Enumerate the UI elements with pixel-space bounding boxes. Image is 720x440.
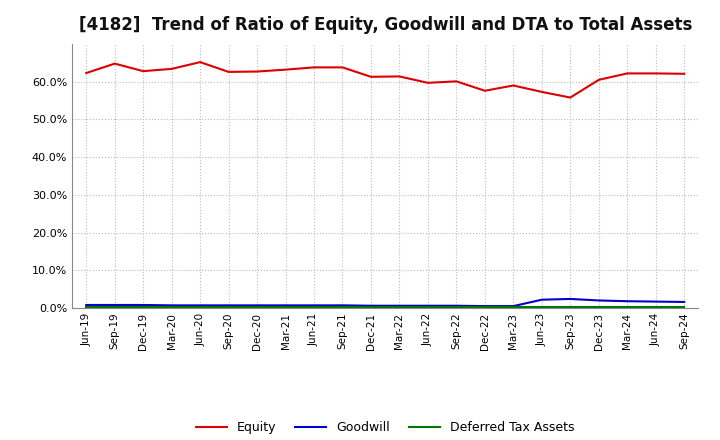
Deferred Tax Assets — [423, 304, 432, 309]
Goodwill — [282, 303, 290, 308]
Deferred Tax Assets — [139, 304, 148, 309]
Legend: Equity, Goodwill, Deferred Tax Assets: Equity, Goodwill, Deferred Tax Assets — [191, 416, 580, 439]
Equity — [282, 67, 290, 72]
Line: Equity: Equity — [86, 62, 684, 98]
Deferred Tax Assets — [196, 304, 204, 309]
Goodwill — [423, 303, 432, 308]
Equity — [366, 74, 375, 80]
Equity — [310, 65, 318, 70]
Equity — [623, 71, 631, 76]
Title: [4182]  Trend of Ratio of Equity, Goodwill and DTA to Total Assets: [4182] Trend of Ratio of Equity, Goodwil… — [78, 16, 692, 34]
Equity — [452, 79, 461, 84]
Goodwill — [167, 303, 176, 308]
Goodwill — [566, 296, 575, 301]
Goodwill — [395, 303, 404, 308]
Goodwill — [310, 303, 318, 308]
Goodwill — [452, 303, 461, 308]
Goodwill — [82, 302, 91, 308]
Deferred Tax Assets — [82, 304, 91, 309]
Equity — [652, 71, 660, 76]
Goodwill — [225, 303, 233, 308]
Deferred Tax Assets — [253, 304, 261, 309]
Equity — [595, 77, 603, 82]
Equity — [395, 74, 404, 79]
Equity — [110, 61, 119, 66]
Equity — [139, 69, 148, 74]
Equity — [480, 88, 489, 93]
Goodwill — [338, 303, 347, 308]
Equity — [537, 89, 546, 95]
Deferred Tax Assets — [480, 304, 489, 309]
Deferred Tax Assets — [110, 304, 119, 309]
Goodwill — [509, 304, 518, 309]
Deferred Tax Assets — [366, 304, 375, 309]
Deferred Tax Assets — [310, 304, 318, 309]
Deferred Tax Assets — [623, 304, 631, 309]
Deferred Tax Assets — [338, 304, 347, 309]
Deferred Tax Assets — [225, 304, 233, 309]
Equity — [82, 70, 91, 76]
Line: Goodwill: Goodwill — [86, 299, 684, 306]
Deferred Tax Assets — [595, 304, 603, 309]
Deferred Tax Assets — [680, 304, 688, 309]
Goodwill — [480, 304, 489, 309]
Goodwill — [110, 302, 119, 308]
Goodwill — [537, 297, 546, 302]
Equity — [680, 71, 688, 77]
Deferred Tax Assets — [395, 304, 404, 309]
Goodwill — [139, 302, 148, 308]
Deferred Tax Assets — [537, 304, 546, 309]
Goodwill — [680, 299, 688, 304]
Equity — [566, 95, 575, 100]
Equity — [167, 66, 176, 72]
Deferred Tax Assets — [566, 304, 575, 309]
Goodwill — [595, 298, 603, 303]
Equity — [253, 69, 261, 74]
Equity — [509, 83, 518, 88]
Deferred Tax Assets — [167, 304, 176, 309]
Equity — [338, 65, 347, 70]
Goodwill — [196, 303, 204, 308]
Equity — [225, 69, 233, 74]
Goodwill — [652, 299, 660, 304]
Equity — [423, 80, 432, 85]
Goodwill — [623, 299, 631, 304]
Equity — [196, 59, 204, 65]
Deferred Tax Assets — [452, 304, 461, 309]
Goodwill — [366, 303, 375, 308]
Goodwill — [253, 303, 261, 308]
Deferred Tax Assets — [509, 304, 518, 309]
Deferred Tax Assets — [652, 304, 660, 309]
Deferred Tax Assets — [282, 304, 290, 309]
